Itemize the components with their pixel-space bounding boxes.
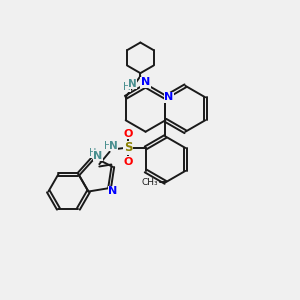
- Text: H: H: [123, 82, 130, 92]
- Text: N: N: [164, 92, 174, 102]
- Text: N: N: [141, 77, 150, 87]
- Text: H: H: [88, 148, 96, 158]
- Text: N: N: [109, 141, 118, 151]
- Text: O: O: [123, 157, 133, 167]
- Text: S: S: [124, 141, 132, 154]
- Text: N: N: [108, 186, 117, 196]
- Text: CH₃: CH₃: [142, 178, 158, 187]
- Text: N: N: [128, 79, 137, 89]
- Text: N: N: [94, 151, 103, 161]
- Text: O: O: [123, 129, 133, 139]
- Text: H: H: [104, 141, 112, 151]
